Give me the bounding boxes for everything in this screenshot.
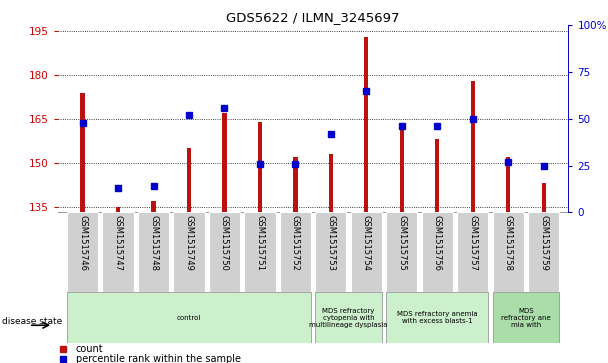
- Bar: [80, 93, 85, 212]
- Text: percentile rank within the sample: percentile rank within the sample: [75, 354, 241, 363]
- Text: GSM1515750: GSM1515750: [220, 215, 229, 271]
- Text: GSM1515754: GSM1515754: [362, 215, 371, 271]
- Bar: [293, 157, 297, 212]
- Bar: [173, 212, 204, 292]
- Bar: [244, 212, 275, 292]
- Bar: [187, 148, 191, 212]
- Bar: [316, 292, 382, 343]
- Text: GSM1515752: GSM1515752: [291, 215, 300, 271]
- Text: GSM1515757: GSM1515757: [468, 215, 477, 271]
- Bar: [258, 122, 262, 212]
- Text: GSM1515753: GSM1515753: [326, 215, 336, 271]
- Text: GSM1515747: GSM1515747: [114, 215, 123, 271]
- Bar: [435, 139, 440, 212]
- Text: control: control: [177, 315, 201, 321]
- Bar: [280, 212, 311, 292]
- Text: GSM1515746: GSM1515746: [78, 215, 87, 271]
- Bar: [138, 212, 169, 292]
- Bar: [422, 212, 453, 292]
- Bar: [492, 292, 559, 343]
- Text: MDS refractory anemia
with excess blasts-1: MDS refractory anemia with excess blasts…: [397, 311, 477, 324]
- Bar: [209, 212, 240, 292]
- Bar: [457, 212, 488, 292]
- Text: GSM1515755: GSM1515755: [397, 215, 406, 271]
- Text: GSM1515751: GSM1515751: [255, 215, 264, 271]
- Bar: [102, 212, 134, 292]
- Bar: [223, 113, 227, 212]
- Text: MDS
refractory ane
mia with: MDS refractory ane mia with: [501, 307, 551, 328]
- Text: GSM1515759: GSM1515759: [539, 215, 548, 271]
- Bar: [151, 201, 156, 212]
- Text: GSM1515748: GSM1515748: [149, 215, 158, 271]
- Text: GSM1515758: GSM1515758: [503, 215, 513, 271]
- Bar: [471, 81, 475, 212]
- Bar: [67, 292, 311, 343]
- Bar: [329, 154, 333, 212]
- Bar: [386, 212, 417, 292]
- Bar: [351, 212, 382, 292]
- Bar: [364, 37, 368, 212]
- Bar: [67, 212, 98, 292]
- Text: GSM1515756: GSM1515756: [433, 215, 442, 271]
- Text: disease state: disease state: [2, 317, 62, 326]
- Bar: [316, 212, 347, 292]
- Bar: [542, 183, 546, 212]
- Bar: [506, 157, 510, 212]
- Text: GSM1515749: GSM1515749: [184, 215, 193, 271]
- Bar: [492, 212, 524, 292]
- Text: count: count: [75, 344, 103, 354]
- Title: GDS5622 / ILMN_3245697: GDS5622 / ILMN_3245697: [226, 11, 400, 24]
- Bar: [528, 212, 559, 292]
- Bar: [116, 207, 120, 212]
- Text: MDS refractory
cytopenia with
multilineage dysplasia: MDS refractory cytopenia with multilinea…: [309, 307, 388, 328]
- Bar: [386, 292, 488, 343]
- Bar: [399, 125, 404, 212]
